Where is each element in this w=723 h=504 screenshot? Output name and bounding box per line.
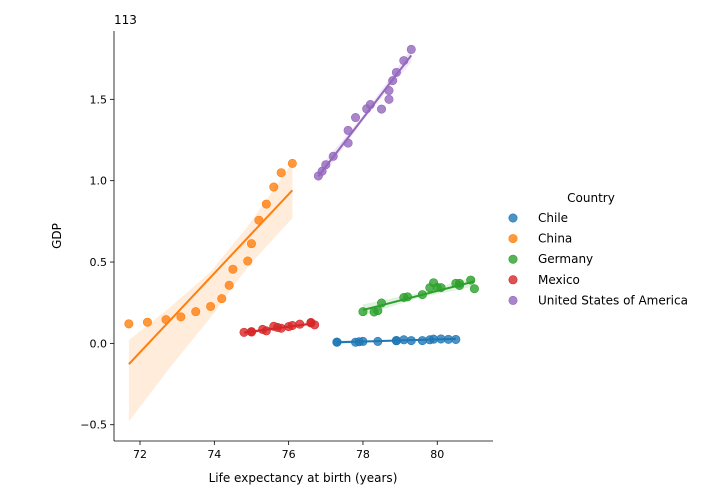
point-chile (391, 335, 401, 345)
scatter-points (124, 44, 479, 347)
point-china (246, 239, 256, 249)
point-china (142, 317, 152, 327)
point-china (124, 319, 134, 329)
point-united-states-of-america (321, 160, 331, 170)
legend-marker-mexico (508, 275, 518, 285)
point-mexico (276, 323, 286, 333)
y-tick-label: 0.5 (90, 256, 108, 269)
point-united-states-of-america (391, 67, 401, 77)
x-tick-label: 80 (430, 448, 444, 461)
point-china (161, 315, 171, 325)
x-axis-label: Life expectancy at birth (years) (209, 471, 398, 485)
point-united-states-of-america (343, 125, 353, 135)
point-united-states-of-america (351, 113, 361, 123)
point-germany (373, 306, 383, 316)
point-china (287, 158, 297, 168)
point-chile (399, 335, 409, 345)
point-mexico (310, 320, 320, 330)
y-offset-label: 113 (114, 13, 137, 27)
legend-label-china: China (538, 232, 572, 246)
point-chile (436, 334, 446, 344)
point-united-states-of-america (328, 151, 338, 161)
x-tick-label: 76 (282, 448, 296, 461)
point-china (269, 182, 279, 192)
point-united-states-of-america (399, 56, 409, 66)
point-mexico (239, 327, 249, 337)
point-china (191, 307, 201, 317)
point-china (254, 215, 264, 225)
point-united-states-of-america (388, 76, 398, 86)
point-china (276, 168, 286, 178)
point-germany (469, 284, 479, 294)
point-mexico (295, 319, 305, 329)
point-germany (455, 280, 465, 290)
point-mexico (246, 327, 256, 337)
point-united-states-of-america (365, 100, 375, 110)
point-china (206, 301, 216, 311)
point-china (228, 264, 238, 274)
point-mexico (287, 320, 297, 330)
y-tick-label: 1.5 (90, 93, 108, 106)
point-chile (406, 336, 416, 346)
ci-bands (128, 48, 475, 422)
legend-label-mexico: Mexico (538, 273, 580, 287)
point-chile (451, 334, 461, 344)
point-united-states-of-america (406, 44, 416, 54)
fit-line-china (128, 189, 294, 365)
y-ticks: −0.5 0.0 0.5 1.0 1.5 (80, 93, 114, 432)
point-china (176, 312, 186, 322)
point-china (224, 280, 234, 290)
legend-label-germany: Germany (538, 252, 593, 266)
point-germany (417, 290, 427, 300)
legend-marker-germany (508, 254, 518, 264)
point-chile (358, 336, 368, 346)
point-united-states-of-america (384, 86, 394, 96)
y-axis-label: GDP (50, 223, 64, 249)
legend-marker-chile (508, 213, 518, 223)
y-tick-label: 1.0 (90, 175, 108, 188)
x-tick-label: 74 (207, 448, 221, 461)
point-chile (332, 337, 342, 347)
point-united-states-of-america (377, 104, 387, 114)
point-mexico (261, 326, 271, 336)
point-chile (373, 336, 383, 346)
y-tick-label: 0.0 (90, 337, 108, 350)
point-chile (417, 336, 427, 346)
legend-marker-united-states-of-america (508, 295, 518, 305)
point-united-states-of-america (343, 138, 353, 148)
x-tick-label: 72 (133, 448, 147, 461)
point-germany (436, 283, 446, 293)
legend-title: Country (567, 191, 615, 205)
legend-label-chile: Chile (538, 211, 568, 225)
point-germany (377, 298, 387, 308)
legend-marker-china (508, 234, 518, 244)
y-tick-label: −0.5 (80, 419, 107, 432)
point-china (261, 199, 271, 209)
point-china (217, 294, 227, 304)
point-united-states-of-america (384, 94, 394, 104)
point-china (243, 256, 253, 266)
legend-label-united-states-of-america: United States of America (538, 293, 688, 307)
x-ticks: 72 74 76 78 80 (133, 441, 444, 461)
point-germany (358, 307, 368, 317)
legend: Country Chile China Germany Mexico United Sta… (508, 191, 688, 307)
x-tick-label: 78 (356, 448, 370, 461)
point-germany (403, 292, 413, 302)
ci-band-china (128, 162, 293, 422)
point-germany (466, 275, 476, 285)
